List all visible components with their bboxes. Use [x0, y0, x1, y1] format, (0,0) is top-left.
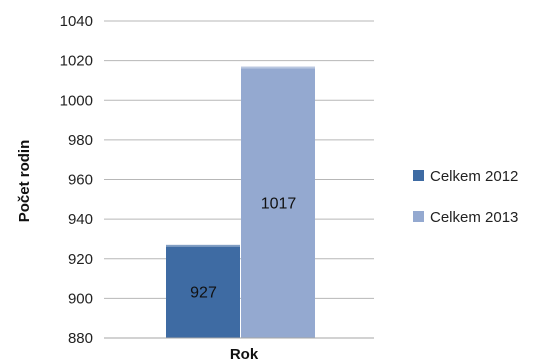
y-axis-title: Počet rodin [16, 140, 33, 223]
x-axis-title: Rok [230, 346, 259, 362]
y-tick-label: 880 [68, 330, 93, 347]
bar-highlight [166, 244, 240, 247]
legend: Celkem 2012 Celkem 2013 [413, 168, 518, 226]
y-tick-label: 960 [68, 172, 93, 189]
y-tick-label: 1020 [60, 53, 93, 70]
bar-celkem-2012 [166, 244, 240, 338]
data-label: 1017 [261, 195, 297, 212]
y-tick-labels: 880 900 920 940 960 980 1000 1020 1040 [60, 13, 93, 347]
y-tick-label: 1000 [60, 92, 93, 109]
y-tick-label: 1040 [60, 13, 93, 30]
y-tick-label: 940 [68, 211, 93, 228]
gridlines [104, 20, 374, 299]
legend-label: Celkem 2013 [430, 209, 518, 226]
bars [166, 66, 315, 338]
y-tick-label: 900 [68, 290, 93, 307]
bar-celkem-2013 [241, 66, 315, 338]
y-tick-label: 920 [68, 251, 93, 268]
data-labels: 927 1017 [190, 195, 296, 301]
data-label: 927 [190, 284, 217, 301]
y-tick-label: 980 [68, 132, 93, 149]
legend-swatch [413, 211, 424, 222]
legend-label: Celkem 2012 [430, 168, 518, 185]
legend-swatch [413, 170, 424, 181]
bar-highlight [241, 66, 315, 69]
